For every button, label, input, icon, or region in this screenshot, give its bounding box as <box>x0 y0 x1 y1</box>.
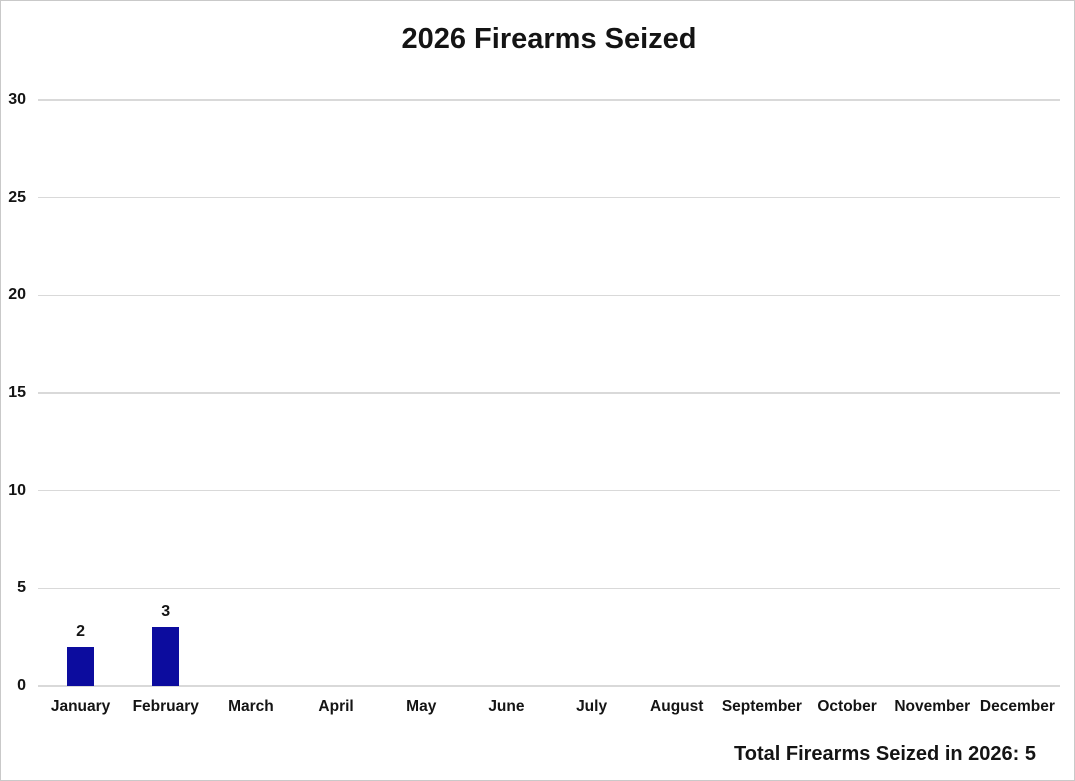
y-tick-label-15: 15 <box>8 384 26 401</box>
x-axis-label-december: December <box>979 698 1055 715</box>
gridline-y5 <box>38 587 1060 590</box>
x-axis-label-february: February <box>132 698 199 715</box>
x-axis-label-january: January <box>50 698 111 715</box>
gridline-y10 <box>38 489 1060 492</box>
y-tick-label-20: 20 <box>8 286 26 304</box>
y-tick-label-30: 30 <box>8 91 26 108</box>
x-axis-label-october: October <box>817 698 877 715</box>
gridline-y25 <box>38 196 1060 199</box>
x-axis-label-august: August <box>650 698 704 715</box>
x-axis-label-june: June <box>488 698 525 715</box>
x-axis-label-march: March <box>228 698 274 715</box>
x-axis-label-november: November <box>894 698 971 715</box>
chart-title: 2026 Firearms Seized <box>401 23 697 55</box>
x-axis-label-april: April <box>318 698 354 715</box>
gridline-y30 <box>38 99 1060 101</box>
x-axis-label-may: May <box>406 698 437 715</box>
total-label: Total Firearms Seized in 2026: 5 <box>734 743 1036 765</box>
y-tick-label-10: 10 <box>8 481 26 499</box>
gridline-y0 <box>38 685 1060 687</box>
y-tick-label-0: 0 <box>17 677 26 694</box>
data-label-february: 3 <box>161 603 171 621</box>
gridline-y20 <box>38 294 1060 297</box>
gridline-y15 <box>38 392 1060 394</box>
bar-february <box>152 627 180 686</box>
x-axis-label-september: September <box>721 698 802 715</box>
data-label-january: 2 <box>76 622 86 640</box>
x-axis-label-july: July <box>576 698 608 715</box>
bar-january <box>67 646 95 686</box>
y-tick-label-5: 5 <box>17 579 26 597</box>
y-tick-label-25: 25 <box>8 188 26 206</box>
